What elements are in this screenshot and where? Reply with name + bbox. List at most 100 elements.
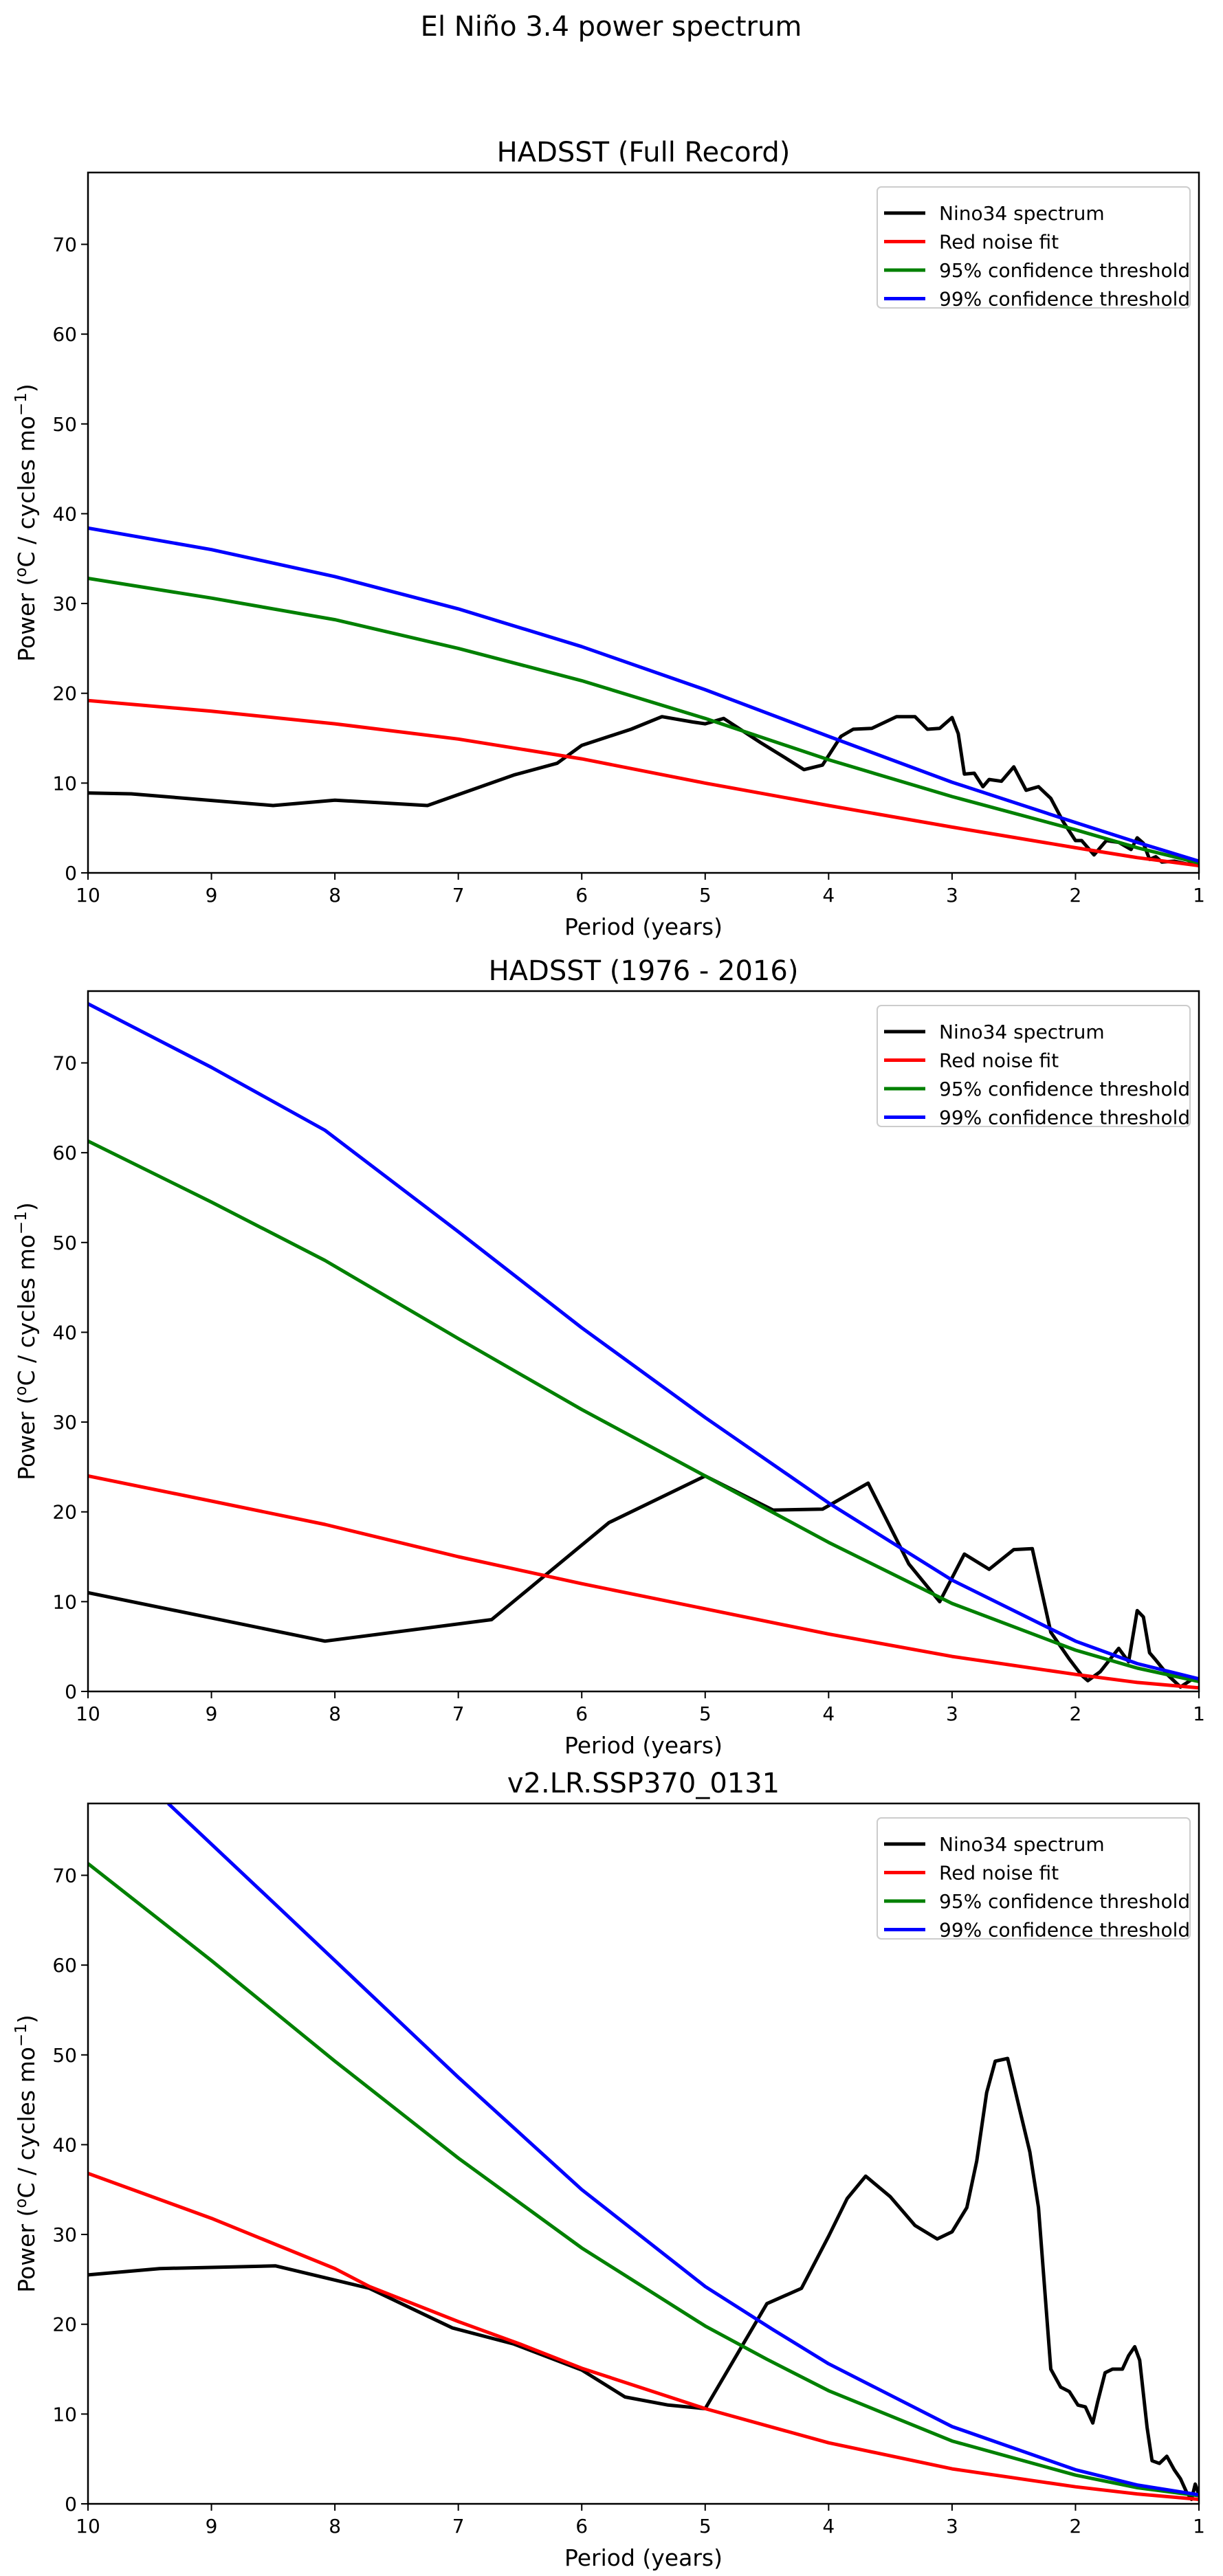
y-tick-label: 10 — [52, 2403, 77, 2425]
legend-box — [877, 1005, 1191, 1127]
x-tick-label: 1 — [1193, 884, 1205, 907]
legend-label: Nino34 spectrum — [939, 1833, 1105, 1856]
y-tick-label: 30 — [52, 2223, 77, 2246]
x-tick-label: 5 — [699, 2515, 712, 2538]
legend-label: 95% confidence threshold — [939, 1890, 1190, 1913]
x-tick-label: 5 — [699, 1702, 712, 1725]
legend-label: Red noise fit — [939, 231, 1059, 254]
y-tick-label: 60 — [52, 1954, 77, 1977]
series-line-95-confidence-threshold — [88, 1862, 1199, 2498]
x-tick-label: 4 — [822, 1702, 835, 1725]
x-tick-label: 8 — [329, 884, 341, 907]
series-group — [88, 526, 1199, 867]
legend-label: 99% confidence threshold — [939, 1919, 1190, 1942]
x-tick-label: 9 — [206, 1702, 218, 1725]
legend: Nino34 spectrum Red noise fit 95% confiden… — [877, 1005, 1191, 1129]
y-tick-label: 60 — [52, 1142, 77, 1164]
x-tick-label: 2 — [1070, 2515, 1082, 2538]
x-tick-label: 4 — [822, 2515, 835, 2538]
x-tick-label: 2 — [1070, 884, 1082, 907]
panel-title: HADSST (Full Record) — [497, 137, 791, 168]
panel-title: v2.LR.SSP370_0131 — [507, 1768, 780, 1799]
y-tick-label: 30 — [52, 1411, 77, 1434]
x-tick-label: 8 — [329, 2515, 341, 2538]
x-tick-label: 9 — [206, 884, 218, 907]
x-axis-label: Period (years) — [564, 2544, 723, 2571]
legend-label: Red noise fit — [939, 1862, 1059, 1885]
x-tick-label: 3 — [946, 1702, 958, 1725]
legend-label: Nino34 spectrum — [939, 1021, 1105, 1043]
x-tick-label: 3 — [946, 2515, 958, 2538]
y-axis-label: Power (oC / cycles mo−1) — [12, 1202, 40, 1480]
legend-label: Nino34 spectrum — [939, 202, 1105, 225]
x-tick-label: 8 — [329, 1702, 341, 1725]
series-line-95-confidence-threshold — [88, 1139, 1199, 1684]
series-line-nino34-spectrum — [88, 2056, 1199, 2501]
x-tick-label: 6 — [575, 884, 588, 907]
x-tick-label: 7 — [452, 2515, 465, 2538]
series-line-99-confidence-threshold — [88, 1001, 1199, 1681]
legend: Nino34 spectrum Red noise fit 95% confiden… — [877, 186, 1191, 311]
y-tick-label: 0 — [65, 862, 77, 885]
x-tick-label: 6 — [575, 1702, 588, 1725]
y-axis-label: Power (oC / cycles mo−1) — [12, 384, 40, 661]
figure-suptitle: El Niño 3.4 power spectrum — [421, 11, 802, 43]
y-tick-label: 10 — [52, 772, 77, 795]
series-group — [88, 1001, 1199, 1690]
x-tick-label: 10 — [76, 2515, 100, 2538]
panel-title: HADSST (1976 - 2016) — [489, 955, 799, 987]
y-tick-label: 50 — [52, 2044, 77, 2067]
x-tick-label: 7 — [452, 884, 465, 907]
x-tick-label: 10 — [76, 884, 100, 907]
y-tick-label: 40 — [52, 2133, 77, 2156]
y-tick-label: 70 — [52, 1865, 77, 1887]
x-tick-label: 7 — [452, 1702, 465, 1725]
x-tick-label: 10 — [76, 1702, 100, 1725]
axes-frame — [87, 171, 1200, 874]
y-axis-label: Power (oC / cycles mo−1) — [12, 2014, 40, 2292]
y-tick-label: 20 — [52, 682, 77, 705]
x-tick-label: 2 — [1070, 1702, 1082, 1725]
panel-2: HADSST (1976 - 2016)10 9 8 7 6 5 4 3 2 1010203040… — [12, 955, 1205, 1759]
legend-label: 99% confidence threshold — [939, 288, 1190, 311]
legend: Nino34 spectrum Red noise fit 95% confiden… — [877, 1817, 1191, 1942]
series-line-99-confidence-threshold — [88, 526, 1199, 863]
x-tick-label: 3 — [946, 884, 958, 907]
x-axis-label: Period (years) — [564, 913, 723, 940]
x-tick-label: 4 — [822, 884, 835, 907]
x-axis-label: Period (years) — [564, 1732, 723, 1759]
legend-label: 99% confidence threshold — [939, 1107, 1190, 1129]
legend-label: Red noise fit — [939, 1050, 1059, 1072]
legend-label: 95% confidence threshold — [939, 1078, 1190, 1100]
series-line-red-noise-fit — [88, 698, 1199, 867]
y-tick-label: 50 — [52, 413, 77, 436]
legend-label: 95% confidence threshold — [939, 259, 1190, 282]
series-group — [88, 1803, 1199, 2501]
x-tick-label: 9 — [206, 2515, 218, 2538]
x-tick-label: 5 — [699, 884, 712, 907]
axes-frame — [87, 990, 1200, 1693]
y-tick-label: 20 — [52, 1501, 77, 1524]
series-line-99-confidence-threshold — [166, 1803, 1199, 2497]
x-tick-label: 1 — [1193, 2515, 1205, 2538]
y-tick-label: 0 — [65, 2493, 77, 2516]
series-line-nino34-spectrum — [88, 1474, 1199, 1689]
y-tick-label: 40 — [52, 1321, 77, 1344]
y-tick-label: 0 — [65, 1680, 77, 1703]
panel-1: HADSST (Full Record)10 9 8 7 6 5 4 3 2 1010203040… — [12, 137, 1205, 940]
y-tick-label: 20 — [52, 2313, 77, 2336]
y-tick-label: 70 — [52, 1052, 77, 1075]
y-tick-label: 30 — [52, 592, 77, 615]
series-line-red-noise-fit — [88, 2171, 1199, 2501]
series-line-red-noise-fit — [88, 1474, 1199, 1690]
x-tick-label: 6 — [575, 2515, 588, 2538]
axes-frame — [87, 1802, 1200, 2505]
y-tick-label: 40 — [52, 502, 77, 525]
series-line-95-confidence-threshold — [88, 577, 1199, 865]
series-line-nino34-spectrum — [88, 715, 1199, 866]
y-tick-label: 10 — [52, 1590, 77, 1613]
legend-box — [877, 1817, 1191, 1940]
y-tick-label: 60 — [52, 323, 77, 346]
